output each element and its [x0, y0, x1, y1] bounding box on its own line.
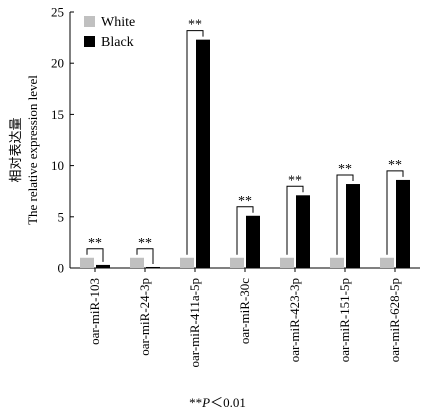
x-tick-label: oar-miR-103: [87, 278, 102, 345]
bar-black: [396, 179, 410, 268]
footnote-suffix: ＜0.01: [210, 395, 246, 410]
bar-black: [246, 215, 260, 268]
y-tick-label: 20: [51, 56, 64, 71]
x-tick-label: oar-miR-411a-5p: [187, 278, 202, 368]
y-tick-label: 0: [58, 261, 65, 276]
legend-swatch: [84, 36, 95, 47]
significance-label: **: [238, 194, 252, 209]
axes: [69, 11, 420, 272]
y-tick-label: 10: [51, 158, 64, 173]
x-tick-label: oar-miR-423-3p: [287, 278, 302, 362]
bar-black: [346, 184, 360, 268]
x-tick-label: oar-miR-151-5p: [337, 278, 352, 362]
y-tick-label: 25: [51, 5, 64, 20]
bars: [80, 39, 410, 269]
x-tick-label: oar-miR-30c: [237, 278, 252, 344]
significance-label: **: [288, 173, 302, 188]
legend: White Black: [84, 15, 135, 50]
significance-bracket: [236, 206, 254, 255]
bar-black: [96, 264, 110, 268]
y-tick-label: 15: [51, 107, 64, 122]
significance-label: **: [188, 18, 202, 33]
y-axis-title-cn: 相对表达量: [8, 117, 23, 182]
bar-black: [146, 266, 160, 268]
significance-markers: ** ** ** ** ** ** **: [86, 18, 404, 264]
significance-label: **: [388, 158, 402, 173]
significance-bracket: [186, 30, 204, 255]
significance-footnote: **P＜0.01: [0, 392, 435, 411]
legend-label: White: [101, 15, 135, 30]
significance-label: **: [88, 236, 102, 251]
bar-white: [130, 257, 144, 268]
legend-label: Black: [101, 35, 134, 50]
bar-black: [296, 195, 310, 268]
legend-swatch: [84, 16, 95, 27]
significance-bracket: [286, 185, 304, 255]
significance-bracket: [336, 174, 354, 255]
bar-white: [80, 257, 94, 268]
significance-bracket: [86, 248, 104, 262]
significance-bracket: [386, 170, 404, 255]
y-tick-label: 5: [58, 209, 65, 224]
footnote-prefix: **: [189, 395, 203, 410]
bar-white: [230, 257, 244, 268]
x-tick-label: oar-miR-628-5p: [387, 278, 402, 362]
footnote-p: P: [202, 395, 211, 410]
bar-white: [330, 257, 344, 268]
bar-white: [380, 257, 394, 268]
significance-bracket: [136, 248, 154, 264]
bar-white: [180, 257, 194, 268]
significance-label: **: [138, 236, 152, 251]
bar-black: [196, 39, 210, 269]
axis-labels: 0 5 10 15 20 25 相对表达量 The relative expression l…: [8, 5, 402, 368]
significance-label: **: [338, 162, 352, 177]
bar-white: [280, 257, 294, 268]
y-axis-title: The relative expression level: [25, 75, 40, 225]
x-tick-label: oar-miR-24-3p: [137, 278, 152, 356]
